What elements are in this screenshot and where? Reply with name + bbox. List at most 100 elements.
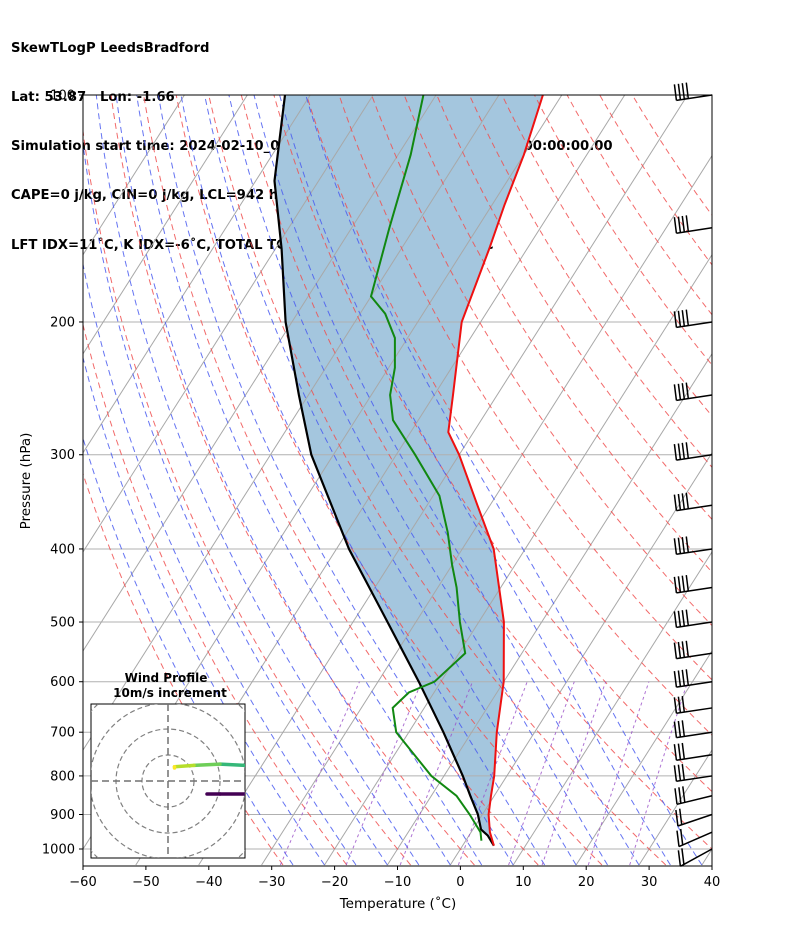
chart-title: SkewTLogP LeedsBradford (11, 40, 210, 56)
hodograph-segment (244, 792, 245, 796)
dry-adiabat (305, 95, 712, 736)
dry-adiabat (566, 95, 712, 316)
dry-adiabat (533, 95, 712, 366)
wind-profile-inset: Wind Profile 10m/s increment (90, 671, 311, 859)
wind-barb (677, 848, 713, 867)
hodograph-segment (172, 763, 196, 769)
wind-barb (673, 764, 713, 783)
mixing-ratio-line (629, 681, 689, 866)
x-tick-label: −60 (69, 875, 96, 890)
isotherm-line (198, 95, 689, 866)
moist-adiabat (95, 95, 420, 866)
wind-barb (675, 808, 713, 827)
wind-barb (673, 215, 713, 234)
y-tick-label: 700 (50, 726, 75, 741)
dry-adiabat (110, 95, 475, 866)
x-tick-label: 0 (456, 875, 464, 890)
dry-adiabat (631, 95, 712, 217)
wind-barb (673, 696, 713, 715)
wind-barb (673, 492, 713, 512)
y-tick-label: 900 (50, 808, 75, 823)
wind-barb (673, 742, 713, 761)
x-tick-label: −50 (132, 875, 159, 890)
mixing-ratio-line (587, 681, 650, 866)
wind-barb (674, 786, 713, 806)
isotherm-line (512, 550, 712, 866)
hodograph-segment (192, 762, 222, 768)
y-tick-label: 200 (50, 315, 75, 330)
wind-barb (673, 609, 713, 629)
isotherm-line (261, 154, 712, 866)
wind-barb (676, 828, 713, 848)
x-tick-label: 30 (641, 875, 658, 890)
wind-barb (673, 309, 713, 329)
moist-adiabat (204, 95, 577, 866)
y-tick-label: 800 (50, 769, 75, 784)
x-tick-label: 40 (704, 875, 721, 890)
wind-barb (673, 575, 713, 594)
mixing-ratio-line (541, 681, 607, 866)
wind-barb (673, 720, 713, 739)
wind-barb (673, 640, 713, 660)
moist-adiabat (83, 261, 357, 866)
dry-adiabat (175, 95, 603, 866)
dry-adiabat (273, 95, 712, 793)
moist-adiabat (83, 355, 325, 866)
isotherm-line (324, 253, 712, 866)
x-axis-label: Temperature (˚C) (339, 895, 457, 912)
inset-subtitle: 10m/s increment (113, 686, 227, 700)
parcel-profile-line (273, 95, 495, 847)
x-tick-label: 10 (515, 875, 532, 890)
wind-barb (673, 669, 713, 688)
isotherm-line (386, 352, 712, 866)
dry-adiabat (436, 95, 712, 521)
mixing-ratio-line (345, 681, 423, 866)
y-axis-label: Pressure (hPa) (18, 433, 34, 530)
dry-adiabat (371, 95, 712, 627)
x-tick-label: −40 (195, 875, 222, 890)
hodograph-segment (244, 763, 245, 767)
moist-adiabat (305, 95, 703, 866)
isotherm-line (83, 95, 186, 256)
hodograph-segment (272, 768, 311, 775)
isotherm-line (83, 95, 311, 454)
dry-adiabat (501, 95, 712, 417)
isotherm-line (701, 848, 712, 866)
dry-adiabat (83, 472, 284, 866)
dry-adiabat (83, 127, 411, 866)
inset-title: Wind Profile (125, 671, 208, 685)
dewpoint-line (369, 95, 483, 841)
wind-barb (673, 382, 713, 402)
dry-adiabat (208, 95, 667, 866)
x-tick-label: −10 (384, 875, 411, 890)
moist-adiabat (157, 95, 514, 866)
isotherm-line (638, 749, 712, 866)
wind-barb (673, 82, 713, 102)
x-tick-label: −20 (321, 875, 348, 890)
y-tick-label: 600 (50, 675, 75, 690)
isotherm-line (83, 95, 437, 652)
location-line: Lat: 53.87 Lon: -1.66 (11, 90, 175, 106)
wind-barb (673, 442, 713, 461)
moist-adiabat (83, 436, 294, 866)
moist-adiabat (115, 95, 451, 866)
mixing-ratio-line (399, 681, 473, 866)
temperature-line (447, 95, 544, 846)
mixing-ratio-line (279, 681, 360, 866)
moist-adiabat (253, 95, 640, 866)
y-tick-label: 300 (50, 448, 75, 463)
mixing-ratio-line (457, 681, 528, 866)
moist-adiabat (136, 95, 483, 866)
isotherm-line (449, 451, 712, 866)
isotherm-line (83, 95, 248, 355)
x-tick-label: −30 (258, 875, 285, 890)
isotherm-line (83, 95, 374, 553)
moist-adiabat (180, 95, 546, 866)
y-tick-label: 1000 (42, 843, 75, 858)
hodograph-segment (218, 762, 245, 768)
wind-barb (673, 536, 713, 556)
moist-adiabat (279, 95, 671, 866)
x-tick-label: 20 (578, 875, 595, 890)
y-tick-label: 400 (50, 542, 75, 557)
